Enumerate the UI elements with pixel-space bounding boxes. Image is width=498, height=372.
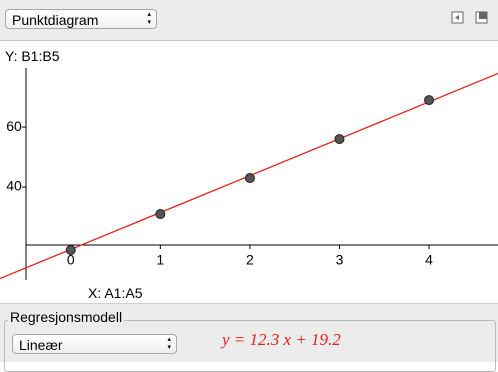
regression-panel: Regresjonsmodell Lineær	[0, 303, 498, 372]
data-point	[65, 245, 76, 256]
toolbar: Punktdiagram	[0, 0, 498, 41]
regression-equation: y = 12.3 x + 19.2	[222, 330, 341, 349]
icon-arrow	[455, 15, 459, 20]
chart-type-dropdown[interactable]: Punktdiagram	[5, 9, 157, 29]
page: Punktdiagram Y: B1:B5 X: A1:A5 406001234…	[0, 0, 498, 361]
regression-group-title: Regresjonsmodell	[8, 309, 125, 325]
data-point	[244, 173, 255, 184]
x-tick-label: 2	[246, 252, 254, 268]
data-point	[424, 95, 435, 106]
y-tick-label: 40	[6, 178, 22, 194]
x-tick-label: 3	[336, 252, 344, 268]
x-tick-label: 4	[425, 252, 433, 268]
scatter-plot: 40 60 0 1 2 3 4	[0, 68, 498, 280]
model-dropdown[interactable]: Lineær	[12, 334, 177, 354]
x-tick-label: 0	[67, 252, 75, 268]
data-point	[334, 134, 345, 145]
y-source-label: Y: B1:B5	[5, 48, 60, 64]
x-tick-label: 1	[156, 252, 164, 268]
toolbar-icons	[451, 11, 488, 24]
y-tick-label: 60	[6, 118, 22, 134]
icon-fill	[479, 12, 487, 19]
x-source-label: X: A1:A5	[88, 285, 143, 301]
data-point	[155, 209, 166, 220]
